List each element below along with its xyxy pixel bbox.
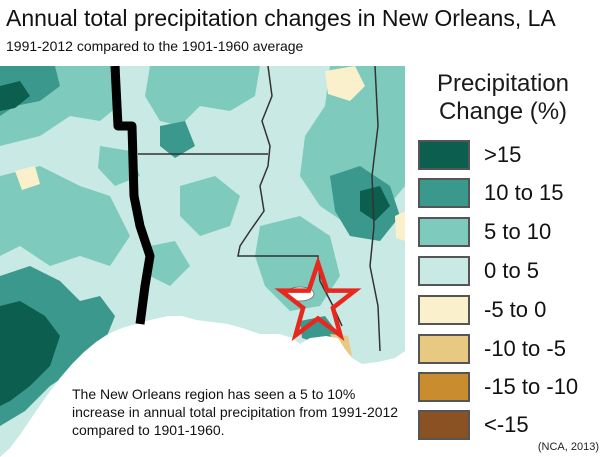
- legend-label: -5 to 0: [484, 297, 547, 322]
- legend-swatch: [418, 372, 470, 402]
- precipitation-map: [0, 66, 405, 457]
- map-caption: The New Orleans region has seen a 5 to 1…: [72, 385, 402, 439]
- texas-border: [110, 66, 155, 325]
- legend-swatch: [418, 140, 470, 170]
- page-subtitle: 1991-2012 compared to the 1901-1960 aver…: [6, 38, 304, 54]
- new-orleans-star-marker: [274, 255, 362, 342]
- legend-label: -15 to -10: [484, 374, 579, 399]
- legend-swatch: [418, 178, 470, 208]
- legend-swatch: [418, 410, 470, 440]
- legend-label: 10 to 15: [484, 180, 564, 205]
- legend-swatch: [418, 295, 470, 325]
- legend-label: 0 to 5: [484, 258, 540, 283]
- legend-label: 5 to 10: [484, 219, 552, 244]
- page-title: Annual total precipitation changes in Ne…: [6, 5, 556, 31]
- legend-swatch: [418, 217, 470, 247]
- legend-label: <-15: [484, 412, 529, 437]
- legend-swatch: [418, 334, 470, 364]
- legend-title-line1: Precipitation: [436, 70, 570, 97]
- legend: Precipitation Change (%) >15 10 to 15 5 …: [408, 66, 605, 440]
- source-credit: (NCA, 2013): [537, 441, 599, 453]
- legend-title-line2: Change (%): [438, 98, 568, 125]
- legend-swatch: [418, 256, 470, 286]
- legend-label: >15: [484, 142, 522, 167]
- legend-label: -10 to -5: [484, 336, 566, 361]
- state-borders: [138, 66, 381, 352]
